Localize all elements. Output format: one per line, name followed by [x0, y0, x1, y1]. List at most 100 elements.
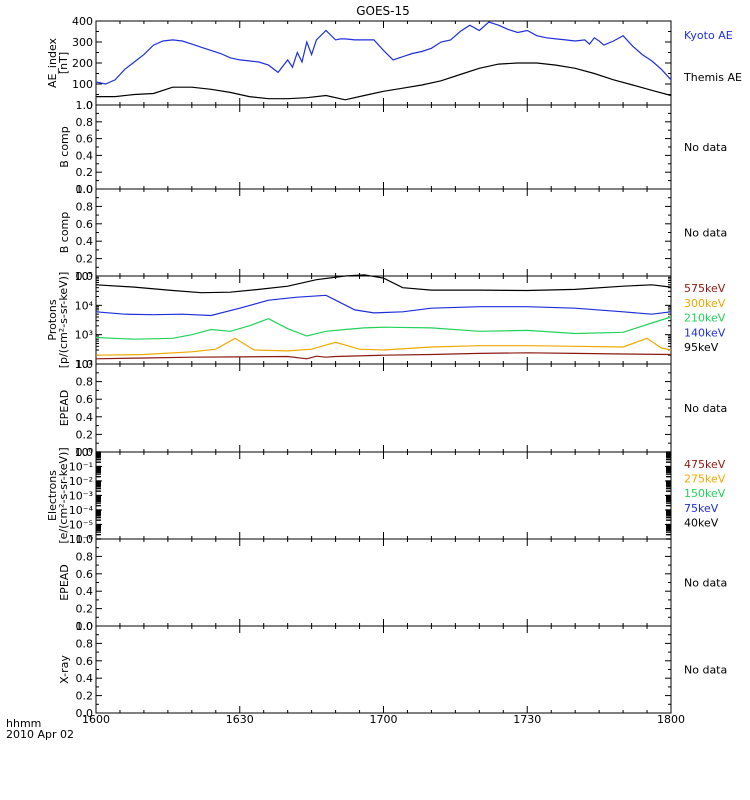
x-tick-label: 1730: [513, 713, 541, 726]
legend-entry: 95keV: [684, 341, 719, 354]
y-tick-label: 300: [72, 36, 93, 49]
y-tick-label: 0.8: [76, 116, 94, 129]
footer-hhmm-label: hhmm: [6, 717, 42, 730]
series-line-kyoto-ae: [95, 21, 672, 85]
y-tick-label: 0.2: [76, 428, 94, 441]
panel-electrons: 10⁰ 10⁻¹10⁻² 10⁻³10⁻⁴ 10⁻⁵10⁻⁶ Electrons[e/(…: [46, 446, 726, 546]
y-tick-label: 1.0: [76, 533, 94, 546]
x-axis-tick-labels: 1600 1630 1700 1730 1800: [82, 713, 685, 726]
legend-entry: Themis AE: [683, 71, 742, 84]
y-axis-title: [nT]: [57, 52, 70, 74]
y-tick-label: 10⁻⁶: [69, 533, 94, 546]
y-axis-title: X-ray: [58, 655, 71, 684]
no-data-note: No data: [684, 141, 727, 154]
no-data-note: No data: [684, 577, 727, 590]
y-tick-label: 0.8: [76, 376, 94, 389]
plot-frame: [95, 625, 672, 714]
plot-frame: [95, 188, 672, 277]
y-tick-label: 10⁵: [75, 270, 93, 283]
y-tick-label: 1.0: [76, 620, 94, 633]
y-tick-label: 0.8: [76, 550, 94, 563]
y-tick-label: 0.0: [76, 707, 94, 720]
y-tick-label: 0.0: [76, 446, 94, 459]
no-data-note: No data: [684, 664, 727, 677]
y-tick-label: 0.4: [76, 411, 94, 424]
y-tick-label: 0.6: [76, 568, 94, 581]
y-tick-label: 200: [72, 57, 93, 70]
y-tick-label: 0.8: [76, 200, 94, 213]
panel-xray: 0.0 0.2 0.4 0.6 0.8 1.0 X-ray No data: [58, 620, 727, 720]
legend-entry: 140keV: [684, 326, 726, 339]
y-tick-label: 10⁻³: [69, 490, 93, 503]
plot-frame: [95, 451, 672, 540]
plot-frame: [95, 363, 672, 453]
y-tick-label: 0.6: [76, 218, 94, 231]
y-axis-title: EPEAD: [58, 390, 71, 427]
y-tick-label: 10⁻⁵: [69, 519, 93, 532]
x-tick-label: 1600: [82, 713, 110, 726]
no-data-note: No data: [684, 402, 727, 415]
series-line-575kev: [95, 352, 672, 360]
panel-ae: 0 100 200 300 400 AE_index[nT] Kyoto AE Themis …: [46, 15, 742, 112]
y-axis-title: Electrons: [46, 470, 59, 521]
plot-frame: [95, 538, 672, 627]
y-tick-label: 10²: [75, 358, 93, 371]
plot-frame: [95, 20, 672, 106]
legend-entry: 210keV: [684, 312, 726, 325]
y-tick-label: 0.4: [76, 149, 94, 162]
series-line-300kev: [95, 337, 672, 356]
y-tick-label: 1.0: [76, 358, 94, 371]
y-tick-label: 0.2: [76, 253, 94, 266]
figure-title: GOES-15: [356, 4, 410, 18]
y-tick-label: 0.4: [76, 585, 94, 598]
y-tick-label: 0.0: [76, 183, 94, 196]
legend-entry: Kyoto AE: [684, 29, 733, 42]
panel-bcomp2: 0.0 0.2 0.4 0.6 0.8 1.0 B comp No data: [58, 183, 727, 283]
x-tick-label: 1630: [226, 713, 254, 726]
y-tick-label: 0: [86, 99, 93, 112]
y-tick-label: 100: [72, 78, 93, 91]
footer-date-label: 2010 Apr 02: [6, 728, 75, 741]
y-tick-label: 10⁴: [75, 299, 94, 312]
series-line-themis-ae: [96, 62, 672, 101]
y-tick-label: 0.2: [76, 603, 94, 616]
y-tick-label: 10³: [75, 329, 93, 342]
y-tick-label: 10⁰: [75, 446, 94, 459]
panel-protons: 10² 10³ 10⁴ 10⁵ Protons[p/(cm²-s-sr-keV)] 575…: [46, 270, 726, 371]
series-line-210kev: [95, 316, 672, 340]
y-tick-label: 0.6: [76, 133, 94, 146]
legend-entry: 75keV: [684, 502, 719, 515]
y-tick-label: 10⁻⁴: [69, 504, 94, 517]
y-tick-label: 0.4: [76, 672, 94, 685]
y-tick-label: 0.6: [76, 655, 94, 668]
y-tick-label: 0.2: [76, 690, 94, 703]
x-tick-label: 1700: [370, 713, 398, 726]
y-tick-label: 0.4: [76, 235, 94, 248]
x-tick-label: 1800: [657, 713, 685, 726]
y-axis-title: EPEAD: [58, 564, 71, 601]
series-line-140kev: [95, 294, 672, 317]
panel-bcomp1: 0.0 0.2 0.4 0.6 0.8 1.0 B comp No data: [58, 99, 727, 196]
y-tick-label: 0.0: [76, 270, 94, 283]
legend-entry: 575keV: [684, 282, 726, 295]
y-axis-title: B comp: [58, 126, 71, 168]
y-tick-label: 400: [72, 15, 93, 28]
y-tick-label: 0.8: [76, 637, 94, 650]
y-axis-title: Protons: [46, 299, 59, 340]
y-tick-label: 1.0: [76, 99, 94, 112]
legend-entry: 275keV: [684, 473, 726, 486]
y-tick-label: 0.0: [76, 620, 94, 633]
y-axis-title: [e/(cm²-s-sr-keV)]: [57, 447, 70, 543]
y-tick-label: 0.6: [76, 393, 94, 406]
legend-entry: 475keV: [684, 458, 726, 471]
legend-entry: 300keV: [684, 297, 726, 310]
legend-entry: 150keV: [684, 487, 726, 500]
legend-entry: 40keV: [684, 516, 719, 529]
no-data-note: No data: [684, 227, 727, 240]
panels: 0 100 200 300 400 AE_index[nT] Kyoto AE Themis …: [46, 15, 742, 720]
panel-epead1: 0.0 0.2 0.4 0.6 0.8 1.0 EPEAD No data: [58, 358, 727, 459]
y-tick-label: 0.2: [76, 166, 94, 179]
panel-epead2: 0.0 0.2 0.4 0.6 0.8 1.0 EPEAD No data: [58, 533, 727, 633]
y-axis-title: [p/(cm²-s-sr-keV)]: [57, 272, 70, 369]
